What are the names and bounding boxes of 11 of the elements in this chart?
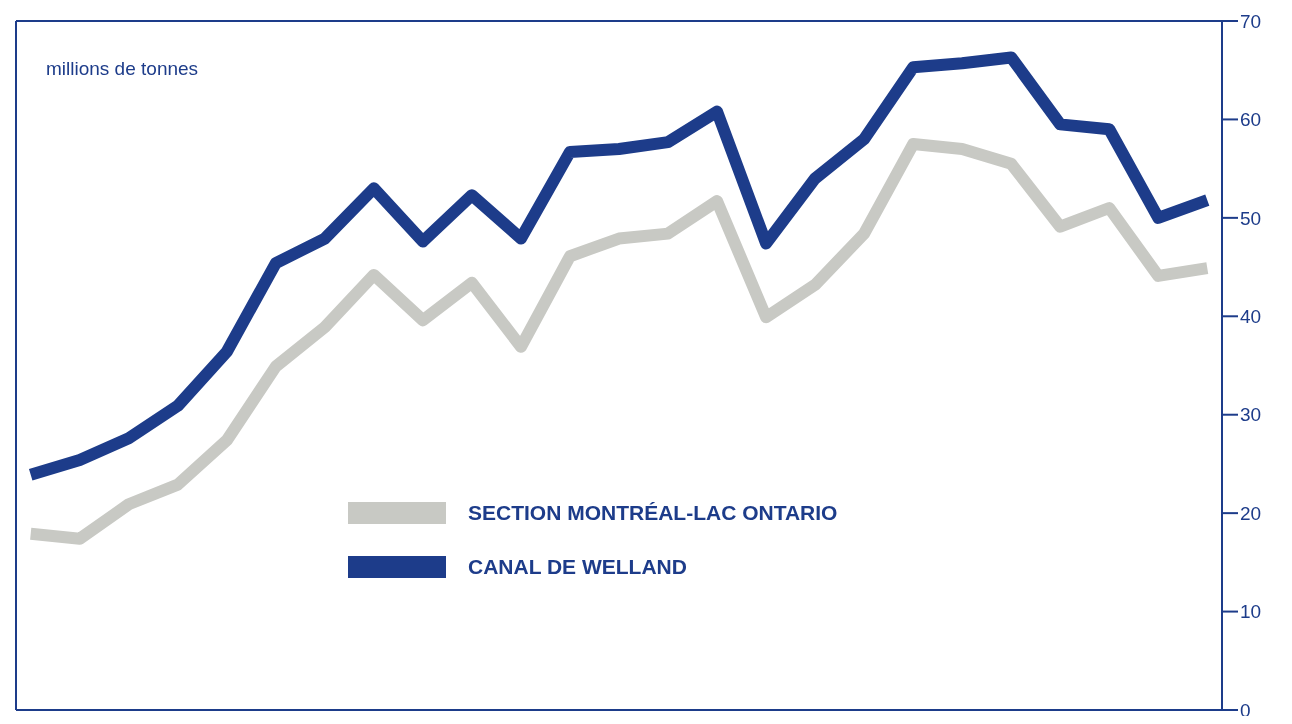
legend-label: SECTION MONTRÉAL-LAC ONTARIO bbox=[468, 501, 838, 525]
y-tick-label: 70 bbox=[1240, 10, 1262, 32]
y-tick-label: 20 bbox=[1240, 502, 1262, 524]
y-tick-label: 50 bbox=[1240, 207, 1262, 229]
y-tick-label: 0 bbox=[1240, 699, 1251, 721]
y-tick-label: 10 bbox=[1240, 601, 1262, 623]
y-tick-label: 40 bbox=[1240, 306, 1262, 328]
legend-label: CANAL DE WELLAND bbox=[468, 555, 687, 579]
y-tick-label: 30 bbox=[1240, 404, 1262, 426]
y-axis-title: millions de tonnes bbox=[46, 58, 199, 80]
y-tick-label: 60 bbox=[1240, 109, 1262, 131]
